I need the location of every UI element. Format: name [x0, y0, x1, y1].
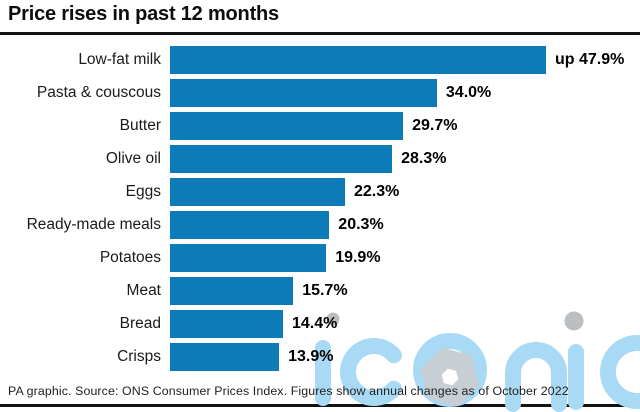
- bar: [170, 277, 294, 305]
- title-divider: [0, 32, 640, 35]
- value-label: 29.7%: [412, 117, 458, 134]
- category-label: Bread: [119, 315, 161, 332]
- category-label: Crisps: [117, 348, 161, 365]
- bar: [170, 211, 330, 239]
- bar: [170, 112, 404, 140]
- bar-row: Crisps 13.9%: [0, 343, 640, 376]
- value-label: 28.3%: [401, 150, 447, 167]
- bar-row: Meat 15.7%: [0, 277, 640, 310]
- category-label: Meat: [126, 282, 161, 299]
- bottom-divider: [0, 404, 640, 407]
- value-label: 22.3%: [354, 183, 400, 200]
- category-label: Potatoes: [99, 249, 161, 266]
- value-label: 34.0%: [445, 84, 492, 101]
- category-label: Ready-made meals: [26, 216, 161, 233]
- bar-row: Low-fat milk up 47.9%: [0, 46, 640, 79]
- bar-row: Ready-made meals 20.3%: [0, 211, 640, 244]
- category-label: Eggs: [125, 183, 161, 200]
- category-label: Olive oil: [105, 150, 161, 167]
- bar: [170, 46, 546, 74]
- value-label: up 47.9%: [555, 51, 625, 68]
- source-note: PA graphic. Source: ONS Consumer Prices …: [8, 384, 569, 398]
- value-label: 19.9%: [335, 249, 381, 266]
- bar-row: Bread 14.4%: [0, 310, 640, 343]
- bar-row: Eggs 22.3%: [0, 178, 640, 211]
- category-label: Low-fat milk: [78, 51, 161, 68]
- bar: [170, 343, 280, 371]
- bar: [170, 79, 437, 107]
- value-label: 14.4%: [292, 315, 338, 332]
- value-label: 13.9%: [288, 348, 334, 365]
- value-label: 15.7%: [302, 282, 348, 299]
- bar-row: Pasta & couscous 34.0%: [0, 79, 640, 112]
- category-label: Pasta & couscous: [36, 84, 161, 101]
- bar: [170, 244, 327, 272]
- bar-row: Olive oil 28.3%: [0, 145, 640, 178]
- bar: [170, 145, 393, 173]
- page-title: Price rises in past 12 months: [8, 3, 279, 25]
- bar: [170, 310, 283, 338]
- category-label: Butter: [119, 117, 161, 134]
- bar: [170, 178, 345, 206]
- bar-row: Butter 29.7%: [0, 112, 640, 145]
- bar-chart: Low-fat milk up 47.9% Pasta & couscous 34.0…: [0, 46, 640, 376]
- value-label: 20.3%: [338, 216, 384, 233]
- bar-row: Potatoes 19.9%: [0, 244, 640, 277]
